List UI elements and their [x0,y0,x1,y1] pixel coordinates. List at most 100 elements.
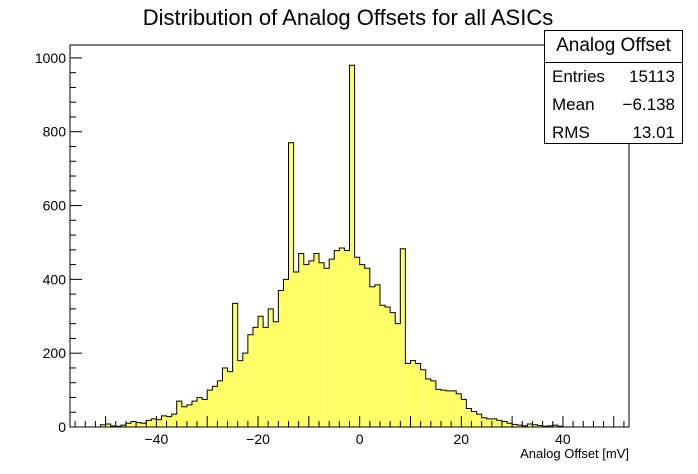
histogram-bar [354,257,360,427]
histogram-bar [517,425,523,427]
histogram-bar [324,268,330,427]
histogram-bar [512,424,518,427]
histogram-bar [410,360,416,427]
histogram-bar [212,386,218,427]
histogram-bar [466,408,472,427]
y-tick-label: 800 [43,124,67,140]
histogram-bar [166,416,172,427]
histogram-bar [501,421,508,427]
y-tick-label: 600 [43,198,67,214]
histogram-bar [405,363,411,427]
histogram-bar [202,399,208,427]
histogram-bar [242,353,248,427]
histogram-bar [258,316,264,427]
histogram-bar [207,390,213,427]
histogram-bar [217,380,223,427]
histogram-bar [171,414,177,427]
histogram-bar [400,248,406,427]
histogram-bar [146,420,152,427]
histogram-bar [308,260,314,427]
y-tick-label: 200 [43,345,67,361]
histogram-bar [186,404,192,427]
histogram-bar [222,367,228,427]
stats-row-rms: RMS 13.01 [545,119,682,147]
histogram-bar [390,312,396,427]
stats-value-entries: 15113 [628,67,675,86]
histogram-bar [232,303,238,427]
histogram-bar [120,425,126,427]
histogram-bar [136,422,142,427]
histogram-bar [364,268,370,427]
stats-value-mean: −6.138 [622,95,675,114]
histogram-bar [522,425,528,427]
histogram-bar [110,425,116,427]
stats-label-rms: RMS [552,123,590,142]
histogram-bar [283,279,289,427]
histogram-bar [100,424,106,427]
histogram-bar [176,401,182,427]
x-tick-label: 0 [356,431,364,447]
histogram-bar [278,290,284,427]
chart-title: Distribution of Analog Offsets for all A… [143,5,553,30]
histogram-bar [385,307,391,427]
x-tick-label: 20 [454,431,470,447]
histogram-bar [339,247,345,427]
histogram-bar [298,253,304,427]
histogram-bar [349,65,355,428]
histogram-bar [303,264,309,427]
histogram-bar [268,308,274,427]
histogram-bar [547,425,553,427]
histogram-bar [293,271,299,427]
histogram-bar [430,380,436,427]
histogram-bar [227,371,233,427]
histogram-bar [319,262,325,427]
histogram-bar [537,425,543,427]
histogram-bar [263,327,269,427]
stats-label-mean: Mean [552,95,595,114]
histogram-bar [415,363,421,427]
histogram-outline [99,64,564,427]
histogram-bar [252,327,259,427]
histogram-bar [359,264,365,427]
stats-value-rms: 13.01 [632,123,675,142]
histogram-bar [395,323,401,427]
histogram-bar [446,390,452,427]
histogram-bar [379,305,386,427]
stats-box: Analog Offset Entries 15113 Mean −6.138 … [544,30,683,144]
x-tick-label: −40 [145,431,169,447]
histogram-bar [532,424,538,427]
histogram-bar [369,286,375,427]
histogram-bar [440,390,447,427]
histogram-bar [334,250,340,427]
histogram-bar [130,421,137,427]
histogram-bar [237,360,243,427]
histogram-bar [329,259,335,427]
histogram-bar [191,401,198,427]
histogram-bar [374,284,380,427]
stats-row-mean: Mean −6.138 [545,91,682,119]
histogram-bar [486,418,492,427]
histogram-bar [481,417,487,427]
histogram-bar [527,424,533,427]
histogram-bar [197,397,203,427]
histogram-bar [151,418,157,427]
histogram-bar [247,334,253,427]
y-tick-label: 400 [43,271,67,287]
histogram-bar [507,423,513,427]
stats-label-entries: Entries [552,67,605,86]
x-axis-label: Analog Offset [mV] [520,446,629,461]
histogram-bar [161,415,167,427]
histogram-bar [141,423,147,427]
x-tick-label: −20 [246,431,270,447]
histogram-bar [425,379,431,427]
x-tick-label: 40 [555,431,571,447]
histogram-bar [476,414,482,427]
histogram-bar [125,423,131,427]
histogram-bar [156,419,162,427]
histogram-bar [451,390,457,427]
stats-title: Analog Offset [545,31,682,63]
histogram-bar [273,321,279,427]
histogram-bar [435,389,441,427]
histogram-bar [456,393,462,427]
histogram-bar [420,369,426,427]
